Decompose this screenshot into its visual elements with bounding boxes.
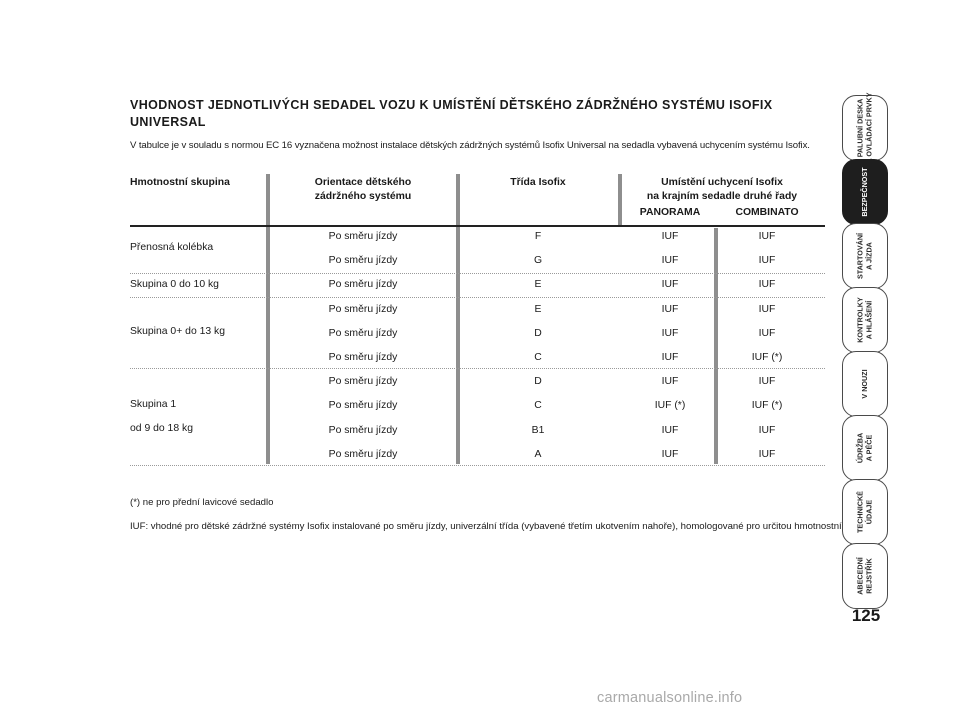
cell-combinato: IUF xyxy=(758,279,776,291)
cell-panorama: IUF xyxy=(661,448,679,460)
cell-combinato: IUF (*) xyxy=(751,352,783,363)
cell-orientation: Po směru jízdy xyxy=(328,448,398,460)
cell-combinato: IUF xyxy=(758,327,776,339)
watermark: carmanualsonline.info xyxy=(597,690,743,706)
tab-index[interactable]: ABECEDNÍ REJSTŘÍK xyxy=(842,543,888,609)
cell-combinato: IUF xyxy=(758,303,776,315)
header-orientation-line2: zádržného systému xyxy=(314,191,412,202)
cell-panorama: IUF xyxy=(661,279,679,291)
chapter-tab-label: ÚDRŽBA A PÉČE xyxy=(855,432,874,464)
page-title: VHODNOST JEDNOTLIVÝCH SEDADEL VOZU K UMÍ… xyxy=(130,98,773,129)
cell-orientation: Po směru jízdy xyxy=(328,400,398,412)
cell-orientation: Po směru jízdy xyxy=(328,376,398,388)
cell-panorama: IUF xyxy=(661,255,679,267)
tab-maintenance[interactable]: ÚDRŽBA A PÉČE xyxy=(842,415,888,481)
cell-isofix-class: F xyxy=(534,231,542,242)
group-divider xyxy=(130,273,825,274)
chapter-tab-label: TECHNICKÉ ÚDAJE xyxy=(855,491,874,533)
cell-combinato: IUF xyxy=(758,376,776,388)
header-isofix-class: Třída Isofix xyxy=(510,177,566,188)
tab-emergency[interactable]: V NOUZI xyxy=(842,351,888,417)
cell-orientation: Po směru jízdy xyxy=(328,231,398,242)
cell-isofix-class: C xyxy=(534,352,542,363)
cell-panorama: IUF xyxy=(661,424,679,436)
cell-isofix-class: D xyxy=(534,376,542,388)
tab-warning-lights[interactable]: KONTROLKY A HLÁŠENÍ xyxy=(842,287,888,353)
header-orientation: Orientace dětského zádržného systému xyxy=(283,176,443,204)
chapter-tab-label: KONTROLKY A HLÁŠENÍ xyxy=(855,297,874,343)
cell-isofix-class: B1 xyxy=(531,424,545,436)
cell-isofix-class: C xyxy=(534,400,542,412)
group-label-carrycot: Přenosná kolébka xyxy=(130,242,214,253)
cell-orientation: Po směru jízdy xyxy=(328,424,398,436)
header-panorama: PANORAMA xyxy=(639,207,701,218)
cell-panorama: IUF xyxy=(661,231,679,242)
cell-orientation: Po směru jízdy xyxy=(328,255,398,267)
cell-isofix-class: E xyxy=(534,303,542,315)
header-combinato: COMBINATO xyxy=(735,207,799,218)
chapter-tab-label: V NOUZI xyxy=(859,369,869,399)
cell-panorama: IUF xyxy=(661,303,679,315)
tab-dashboard-controls[interactable]: PALUBNÍ DESKA A OVLÁDACÍ PRVKY xyxy=(842,92,888,164)
group-label-1-weight: od 9 do 18 kg xyxy=(130,423,193,434)
cell-combinato: IUF xyxy=(758,231,776,242)
chapter-tab-label: BEZPEČNOST xyxy=(859,167,869,217)
header-position-line2: na krajním sedadle druhé řady xyxy=(646,191,798,202)
cell-panorama: IUF xyxy=(661,376,679,388)
intro-text: V tabulce je v souladu s normou EC 16 vy… xyxy=(130,140,810,151)
header-rule xyxy=(130,225,825,227)
header-position: Umístění uchycení Isofix na krajním seda… xyxy=(612,176,832,204)
group-divider xyxy=(130,368,825,369)
group-divider xyxy=(130,297,825,298)
footnote-asterisk: (*) ne pro přední lavicové sedadlo xyxy=(130,497,274,508)
group-label-0plus: Skupina 0+ do 13 kg xyxy=(130,326,226,337)
column-divider xyxy=(714,228,718,464)
column-divider xyxy=(456,174,460,464)
cell-panorama: IUF xyxy=(661,327,679,339)
header-orientation-line1: Orientace dětského xyxy=(314,177,412,188)
group-label-0: Skupina 0 do 10 kg xyxy=(130,279,219,290)
cell-isofix-class: E xyxy=(534,279,542,291)
tab-technical-data[interactable]: TECHNICKÉ ÚDAJE xyxy=(842,479,888,545)
cell-panorama: IUF (*) xyxy=(654,400,686,412)
cell-orientation: Po směru jízdy xyxy=(328,279,398,291)
cell-orientation: Po směru jízdy xyxy=(328,327,398,339)
chapter-tab-label: ABECEDNÍ REJSTŘÍK xyxy=(855,557,874,595)
table-bottom-rule xyxy=(130,465,825,466)
tab-starting-driving[interactable]: STARTOVÁNÍ A JÍZDA xyxy=(842,223,888,289)
cell-panorama: IUF xyxy=(661,352,679,363)
cell-isofix-class: D xyxy=(534,327,542,339)
cell-combinato: IUF xyxy=(758,255,776,267)
chapter-tab-label: PALUBNÍ DESKA A OVLÁDACÍ PRVKY xyxy=(855,92,874,163)
cell-isofix-class: A xyxy=(534,448,542,460)
header-position-line1: Umístění uchycení Isofix xyxy=(661,177,783,188)
group-label-1: Skupina 1 xyxy=(130,399,177,410)
cell-combinato: IUF xyxy=(758,448,776,460)
footnote-iuf: IUF: vhodné pro dětské zádržné systémy I… xyxy=(130,521,878,532)
cell-orientation: Po směru jízdy xyxy=(328,352,398,363)
tab-safety[interactable]: BEZPEČNOST xyxy=(842,159,888,225)
page-number: 125 xyxy=(851,606,881,625)
cell-combinato: IUF (*) xyxy=(751,400,783,412)
header-group: Hmotnostní skupina xyxy=(130,177,230,188)
column-divider xyxy=(618,174,622,226)
cell-orientation: Po směru jízdy xyxy=(328,303,398,315)
chapter-tab-label: STARTOVÁNÍ A JÍZDA xyxy=(855,232,874,280)
column-divider xyxy=(266,174,270,464)
cell-isofix-class: G xyxy=(533,255,543,267)
cell-combinato: IUF xyxy=(758,424,776,436)
